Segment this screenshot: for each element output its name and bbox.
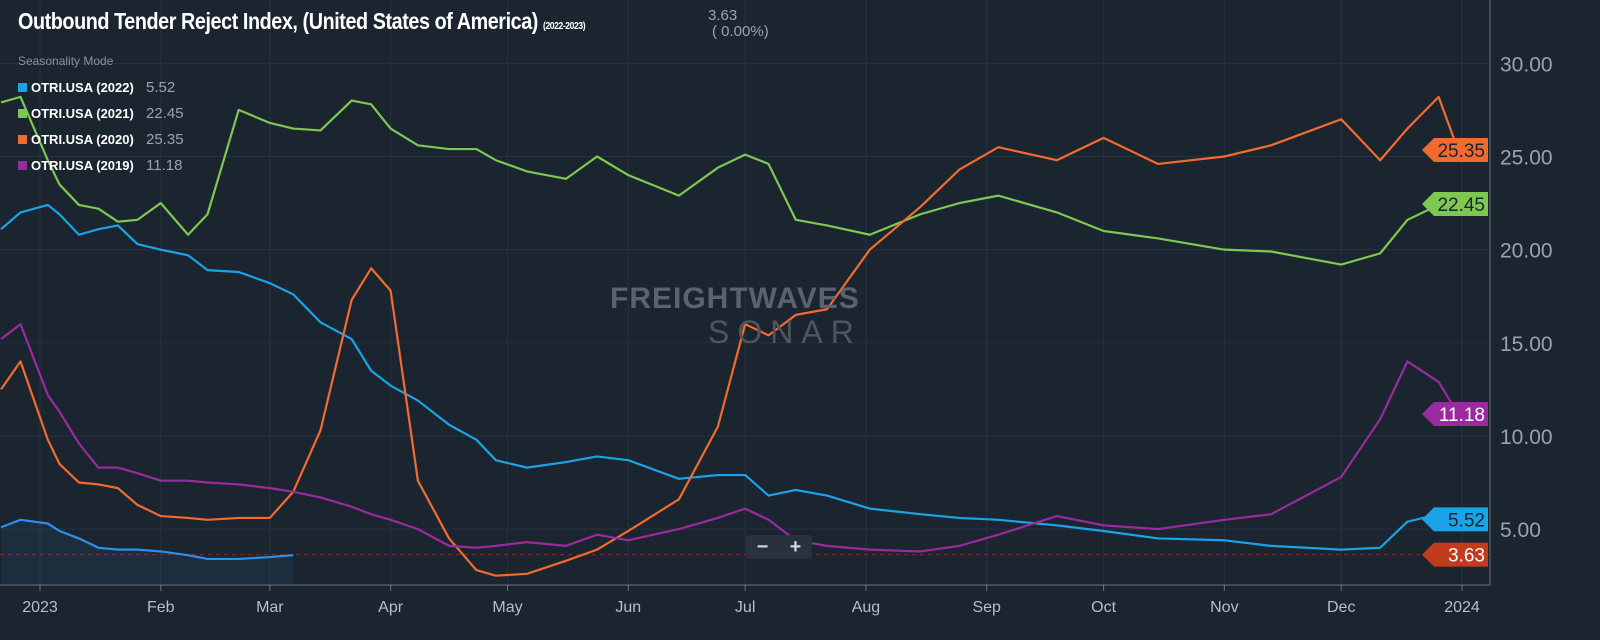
x-tick-label: 2024 (1444, 599, 1480, 616)
x-tick-label: Nov (1210, 599, 1238, 616)
value-tag (1422, 542, 1488, 567)
legend-name: OTRI.USA (2020) (31, 131, 134, 147)
y-tick-label: 25.00 (1500, 146, 1553, 169)
value-tag-label: 3.63 (1448, 546, 1485, 567)
title-range: (2022-2023) (543, 21, 586, 32)
x-tick-label: Oct (1091, 599, 1116, 616)
legend-value: 25.35 (146, 130, 184, 148)
value-tag-label: 22.45 (1437, 195, 1485, 216)
watermark-sonar: SONAR (708, 314, 862, 350)
value-tag (1422, 401, 1488, 426)
x-tick-label: Mar (256, 599, 284, 616)
current-value: 3.63( 0.00%) (708, 8, 769, 40)
legend-name: OTRI.USA (2019) (31, 157, 134, 173)
x-tick-label: Feb (147, 599, 175, 616)
legend-swatch (18, 82, 27, 92)
legend-value: 5.52 (146, 78, 176, 96)
series-line-2019 (0, 323, 1460, 553)
series-area (1, 519, 294, 585)
legend-value: 11.18 (146, 156, 183, 174)
x-tick-label: Apr (378, 599, 404, 616)
series-line-current (0, 518, 294, 561)
zoom-in-button[interactable]: + (789, 535, 802, 558)
legend-swatch (18, 108, 27, 118)
y-tick-label: 5.00 (1500, 519, 1541, 542)
legend-item-2019[interactable]: OTRI.USA (2019) 11.18 (18, 152, 184, 178)
legend-swatch (18, 134, 27, 144)
value-tag-label: 25.35 (1437, 141, 1485, 162)
series-line-2021 (0, 95, 1459, 266)
legend-item-2022[interactable]: OTRI.USA (2022) 5.52 (18, 74, 184, 100)
value-tag-label: 11.18 (1439, 405, 1485, 426)
legend-item-2020[interactable]: OTRI.USA (2020) 25.35 (18, 126, 184, 152)
series-line-2020 (0, 95, 1460, 577)
legend-name: OTRI.USA (2021) (31, 105, 134, 121)
x-tick-label: 2023 (22, 599, 58, 616)
y-tick-label: 10.00 (1500, 426, 1553, 449)
current-change: ( 0.00%) (712, 23, 769, 40)
x-tick-label: May (492, 599, 522, 616)
x-tick-label: Aug (852, 599, 880, 616)
y-tick-label: 30.00 (1500, 53, 1553, 76)
zoom-controls: − + (746, 535, 812, 559)
current-value-number: 3.63 (708, 7, 738, 24)
value-tag-label: 5.52 (1448, 510, 1485, 531)
title-text: Outbound Tender Reject Index, (United St… (18, 8, 538, 34)
series-line-2022 (0, 203, 1459, 551)
value-tag (1422, 137, 1488, 162)
y-tick-label: 15.00 (1500, 333, 1553, 356)
legend-value: 22.45 (146, 104, 184, 122)
x-tick-label: Jul (735, 599, 755, 616)
chart-title: Outbound Tender Reject Index, (United St… (18, 8, 586, 35)
watermark-freightwaves: FREIGHTWAVES (610, 282, 860, 315)
zoom-out-button[interactable]: − (756, 535, 769, 558)
value-tag (1422, 507, 1488, 532)
x-tick-label: Jun (615, 599, 641, 616)
seasonality-mode-label: Seasonality Mode (18, 54, 114, 68)
legend-item-2021[interactable]: OTRI.USA (2021) 22.45 (18, 100, 184, 126)
legend: OTRI.USA (2022) 5.52 OTRI.USA (2021) 22.45… (18, 74, 184, 178)
x-tick-label: Dec (1327, 599, 1355, 616)
value-tag (1422, 192, 1488, 217)
legend-name: OTRI.USA (2022) (31, 79, 134, 95)
legend-swatch (18, 160, 27, 170)
x-tick-label: Sep (972, 599, 1001, 616)
y-tick-label: 20.00 (1500, 240, 1553, 263)
